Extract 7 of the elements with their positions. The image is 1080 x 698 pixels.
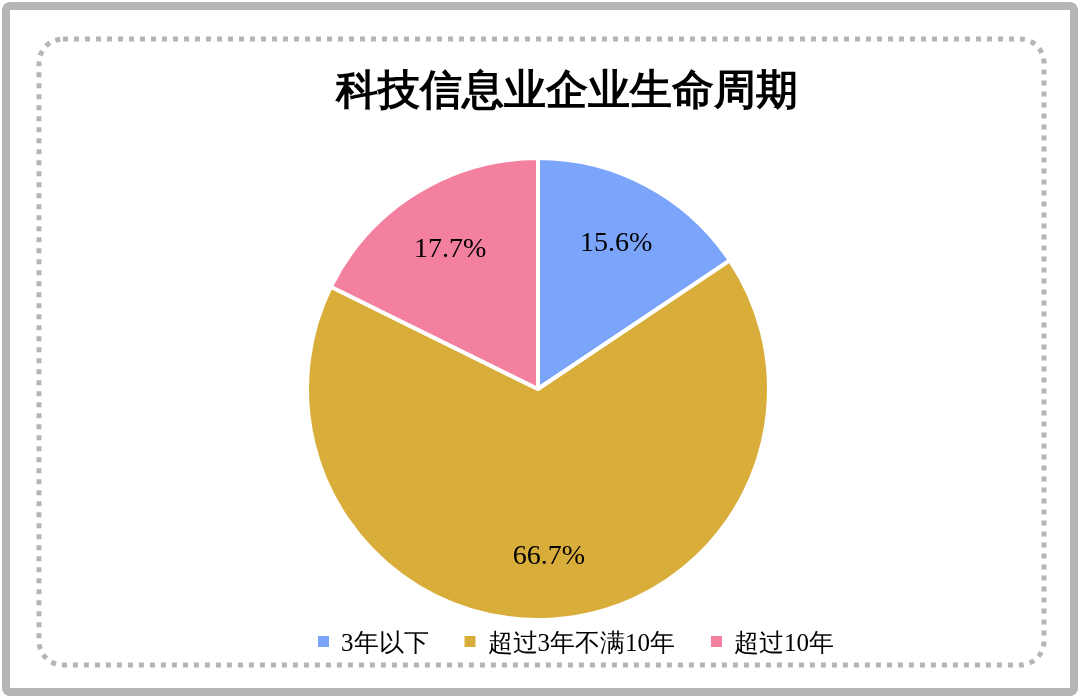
data-label: 66.7%	[512, 538, 586, 570]
chart-title: 科技信息业企业生命周期	[335, 67, 798, 113]
data-label: 17.7%	[414, 231, 487, 263]
data-label: 15.6%	[580, 226, 653, 258]
legend-label: 超过3年不满10年	[487, 629, 675, 656]
legend-label: 3年以下	[341, 629, 429, 656]
legend-label: 超过10年	[734, 629, 834, 656]
